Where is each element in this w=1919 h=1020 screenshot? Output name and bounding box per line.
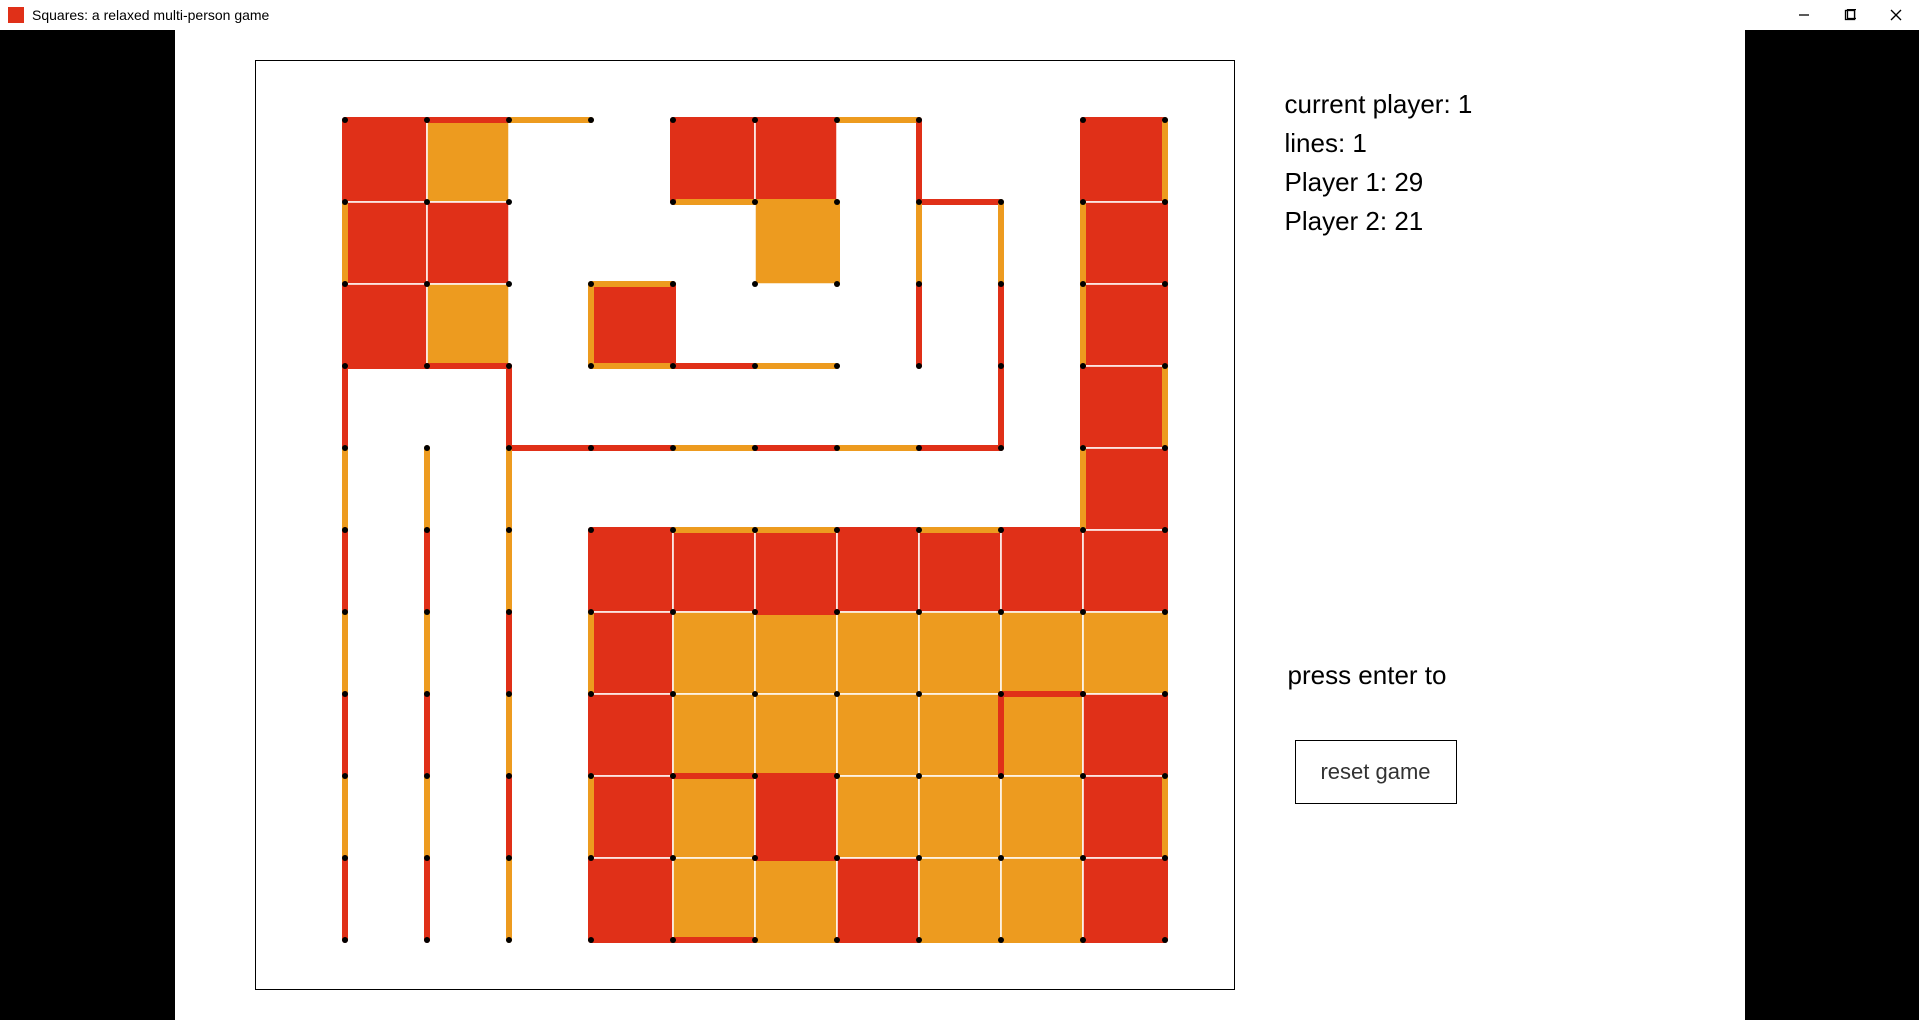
player2-score: 21 [1394,206,1423,236]
close-icon [1890,9,1902,21]
current-player-line: current player: 1 [1285,85,1473,124]
player2-line: Player 2: 21 [1285,202,1473,241]
minimize-button[interactable] [1781,0,1827,30]
lines-value: 1 [1352,128,1366,158]
maximize-icon [1844,9,1856,21]
hint-text: press enter to [1288,660,1447,691]
window-titlebar: Squares: a relaxed multi-person game [0,0,1919,30]
window-title: Squares: a relaxed multi-person game [32,7,269,23]
status-panel: current player: 1 lines: 1 Player 1: 29 … [1285,85,1473,241]
reset-button-label: reset game [1320,759,1430,785]
lines-line: lines: 1 [1285,124,1473,163]
reset-button[interactable]: reset game [1295,740,1457,804]
player2-label: Player 2: [1285,206,1395,236]
lines-label: lines: [1285,128,1353,158]
player1-label: Player 1: [1285,167,1395,197]
player1-score: 29 [1394,167,1423,197]
current-player-value: 1 [1458,89,1472,119]
game-board[interactable] [255,60,1235,990]
current-player-label: current player: [1285,89,1458,119]
player1-line: Player 1: 29 [1285,163,1473,202]
app-icon [8,7,24,23]
game-stage: current player: 1 lines: 1 Player 1: 29 … [175,30,1745,1020]
minimize-icon [1798,9,1810,21]
maximize-button[interactable] [1827,0,1873,30]
close-button[interactable] [1873,0,1919,30]
